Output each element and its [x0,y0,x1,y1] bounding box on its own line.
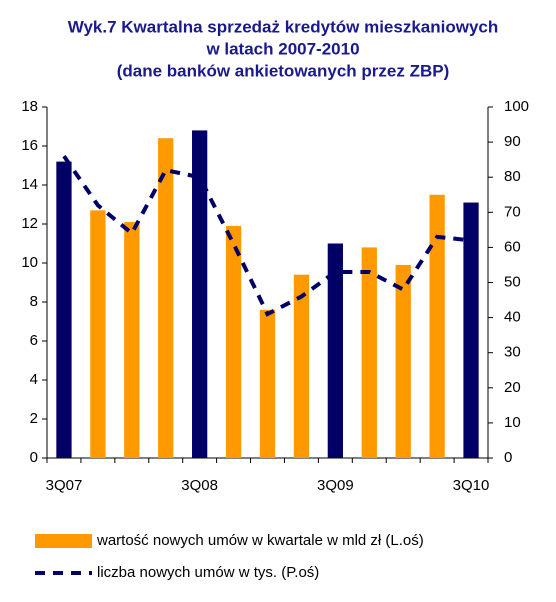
y-tick-label: 8 [30,293,38,310]
bar [293,274,310,458]
y2-tick-label: 90 [504,133,521,150]
legend-label: wartość nowych umów w kwartale w mld zł … [96,532,424,549]
y-tick-label: 16 [21,137,38,154]
bar [225,225,242,458]
bar [395,264,411,458]
bar [361,247,377,458]
y2-tick-label: 60 [504,238,521,255]
y2-tick-label: 20 [504,379,521,396]
chart-title: Wyk.7 Kwartalna sprzedaż kredytów mieszk… [68,17,499,36]
y2-tick-label: 30 [504,344,521,361]
x-tick-label: 3Q10 [453,477,490,494]
x-tick-label: 3Q08 [181,477,218,494]
x-tick-label: 3Q07 [46,477,83,494]
bar [192,130,208,458]
y2-tick-label: 50 [504,273,521,290]
y-tick-label: 4 [30,371,38,388]
bar [327,243,343,458]
bar [124,222,140,458]
y2-tick-label: 0 [504,449,512,466]
y2-tick-label: 100 [504,98,529,115]
x-tick-label: 3Q09 [317,477,354,494]
y2-tick-label: 10 [504,414,521,431]
y2-tick-label: 80 [504,168,521,185]
y-tick-label: 14 [21,176,38,193]
line [62,155,472,317]
chart-title: w latach 2007-2010 [205,39,359,58]
bar [158,138,174,458]
chart-title: (dane banków ankietowanych przez ZBP) [117,61,450,80]
y-tick-label: 6 [30,332,38,349]
y-tick-label: 18 [21,98,38,115]
legend-label: liczba nowych umów w tys. (P.oś) [97,564,319,581]
y2-tick-label: 40 [504,309,521,326]
bar [429,194,445,458]
bar [259,309,276,458]
bar [463,202,479,458]
y-tick-label: 10 [21,254,38,271]
y2-tick-label: 70 [504,203,521,220]
y-tick-label: 2 [30,410,38,427]
y-tick-label: 0 [30,449,38,466]
bar [56,161,72,458]
bar [90,210,106,458]
y-tick-label: 12 [21,215,38,232]
legend-swatch [35,534,92,548]
